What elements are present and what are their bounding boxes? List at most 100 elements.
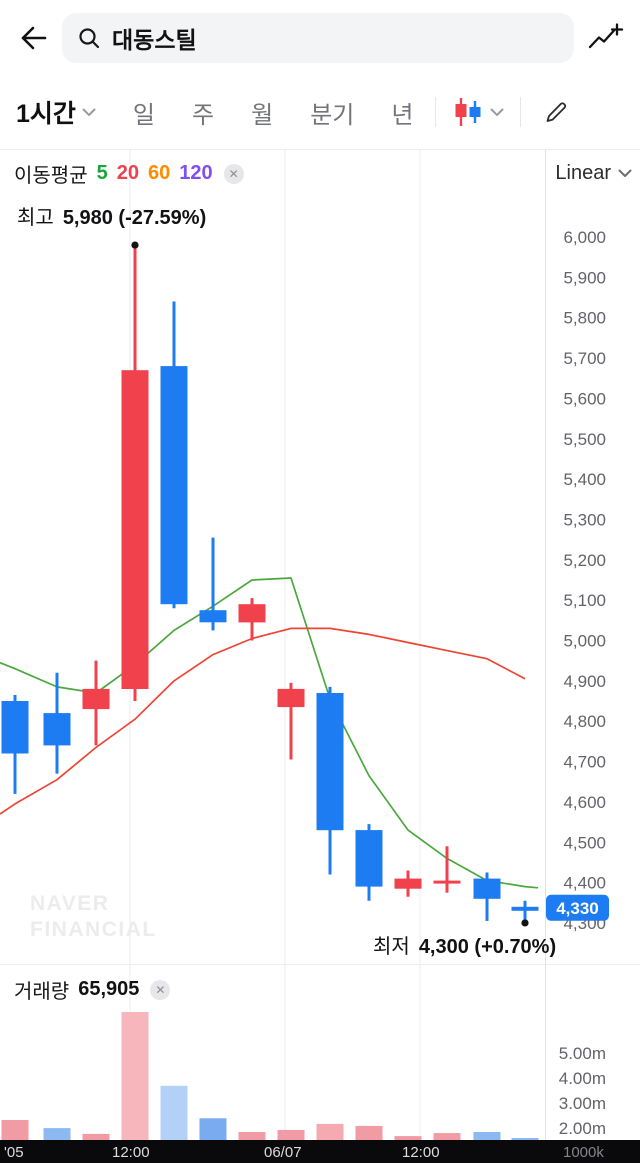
volume-bar [394,1136,422,1140]
tabbar-divider [435,97,437,127]
candle-body [1,701,29,754]
high-annotation-prefix: 최고 [17,207,54,229]
price-axis-label: 4,900 [563,672,606,691]
tab-day[interactable]: 일 [133,95,155,130]
candle-body [316,693,344,831]
tab-year[interactable]: 년 [391,95,413,130]
volume-bar [82,1133,110,1140]
time-axis-label: 06/07 [264,1144,302,1161]
volume-legend-value: 65,905 [78,978,140,1000]
search-query-text: 대동스틸 [112,26,197,53]
price-axis-label: 5,400 [563,470,606,489]
draw-tool-button[interactable] [541,97,571,127]
ma-legend-close-button[interactable]: ✕ [223,163,244,184]
volume-legend: 거래량 65,905 ✕ [14,975,171,1004]
price-chart-panel: 6,000 5,900 5,800 5,700 5,600 5,500 5,400 5,300… [0,150,640,964]
app-header: 대동스틸 [0,0,640,75]
watermark-line2: FINANCIAL [30,918,157,941]
search-input[interactable]: 대동스틸 [62,12,574,63]
ma5-line [0,577,539,889]
low-marker-dot [521,919,529,927]
chevron-down-icon [490,108,504,116]
current-price-badge-text: 4,330 [556,899,599,918]
price-axis-label: 5,900 [563,268,606,287]
volume-panel: 5.00m 4.00m 3.00m 2.00m 거래량 65,905 ✕ [0,964,640,1140]
volume-bar [355,1125,383,1140]
pencil-icon [547,102,567,122]
time-axis-label: 12:00 [112,1144,150,1161]
time-axis-label: '05 [4,1144,24,1161]
volume-bar [433,1133,461,1140]
tab-month[interactable]: 월 [251,95,273,130]
price-axis-label: 4,400 [563,874,606,893]
candle-body [511,906,539,911]
candlestick-icon [455,98,481,126]
volume-chart-canvas[interactable]: 5.00m 4.00m 3.00m 2.00m [0,965,640,1140]
high-annotation: 최고 5,980 (-27.59%) [17,201,206,230]
high-annotation-value: 5,980 (-27.59%) [62,207,207,229]
tabbar-divider [520,97,522,127]
line-chart-plus-icon [588,22,624,48]
time-axis-label: 12:00 [402,1144,440,1161]
volume-bar [238,1132,266,1140]
high-marker-dot [131,241,139,249]
volume-bar [511,1138,539,1140]
candle-body [238,604,266,623]
ma-period-5: 5 [96,162,108,184]
tab-quarter[interactable]: 분기 [310,95,354,130]
volume-axis-label: 3.00m [559,1094,606,1113]
volume-axis-label: 4.00m [559,1069,606,1088]
candle-body [160,366,188,605]
time-axis-bar: '05 12:00 06/07 12:00 1000k [0,1140,640,1163]
ma-period-20: 20 [116,162,139,184]
watermark: NAVER FINANCIAL [30,891,157,943]
back-button[interactable] [16,21,50,55]
candle-body [433,880,461,884]
ma-legend: 이동평균 5 20 60 120 ✕ [14,159,244,188]
candle-body [82,688,110,710]
watermark-line1: NAVER [30,892,110,915]
volume-bar [316,1123,344,1140]
volume-bar [160,1085,188,1140]
scale-selector[interactable]: Linear [555,162,632,185]
volume-bar [199,1118,227,1140]
chevron-down-icon [618,169,632,177]
volume-bar [473,1132,501,1140]
volume-axis-label: 1000k [563,1144,604,1161]
ma20-line [0,627,526,815]
volume-bar [277,1130,305,1140]
low-annotation-prefix: 최저 [373,936,410,958]
chevron-down-icon [82,108,96,116]
volume-legend-title: 거래량 [14,981,70,1003]
low-annotation-value: 4,300 (+0.70%) [418,936,557,958]
scale-label: Linear [555,162,611,184]
candle-body [473,878,501,899]
candle-body [355,830,383,887]
price-axis-label: 4,700 [563,753,606,772]
price-axis-label: 5,700 [563,349,606,368]
candle-body [199,610,227,623]
candle-body [43,713,71,746]
current-price-badge [546,894,609,921]
candle-body [277,688,305,708]
tab-week[interactable]: 주 [192,95,214,130]
volume-legend-close-button[interactable]: ✕ [150,979,171,1000]
chart-style-button[interactable] [452,95,504,129]
back-arrow-icon [21,26,47,49]
ma-legend-title: 이동평균 [14,165,88,187]
price-axis-label: 5,100 [563,591,606,610]
volume-bar [43,1128,71,1140]
price-axis-label: 5,300 [563,510,606,529]
price-axis-label: 5,200 [563,551,606,570]
search-icon [79,27,100,48]
price-axis-label: 4,600 [563,793,606,812]
add-chart-button[interactable] [586,20,624,56]
tab-1hour[interactable]: 1시간 [16,94,96,130]
volume-axis-label: 5.00m [559,1044,606,1063]
price-axis-label: 5,000 [563,632,606,651]
price-axis-label: 4,800 [563,712,606,731]
price-axis-label: 6,000 [563,228,606,247]
price-chart-canvas[interactable]: 6,000 5,900 5,800 5,700 5,600 5,500 5,400 5,300… [0,150,640,964]
price-axis-label: 5,600 [563,389,606,408]
volume-bar [121,1012,149,1140]
